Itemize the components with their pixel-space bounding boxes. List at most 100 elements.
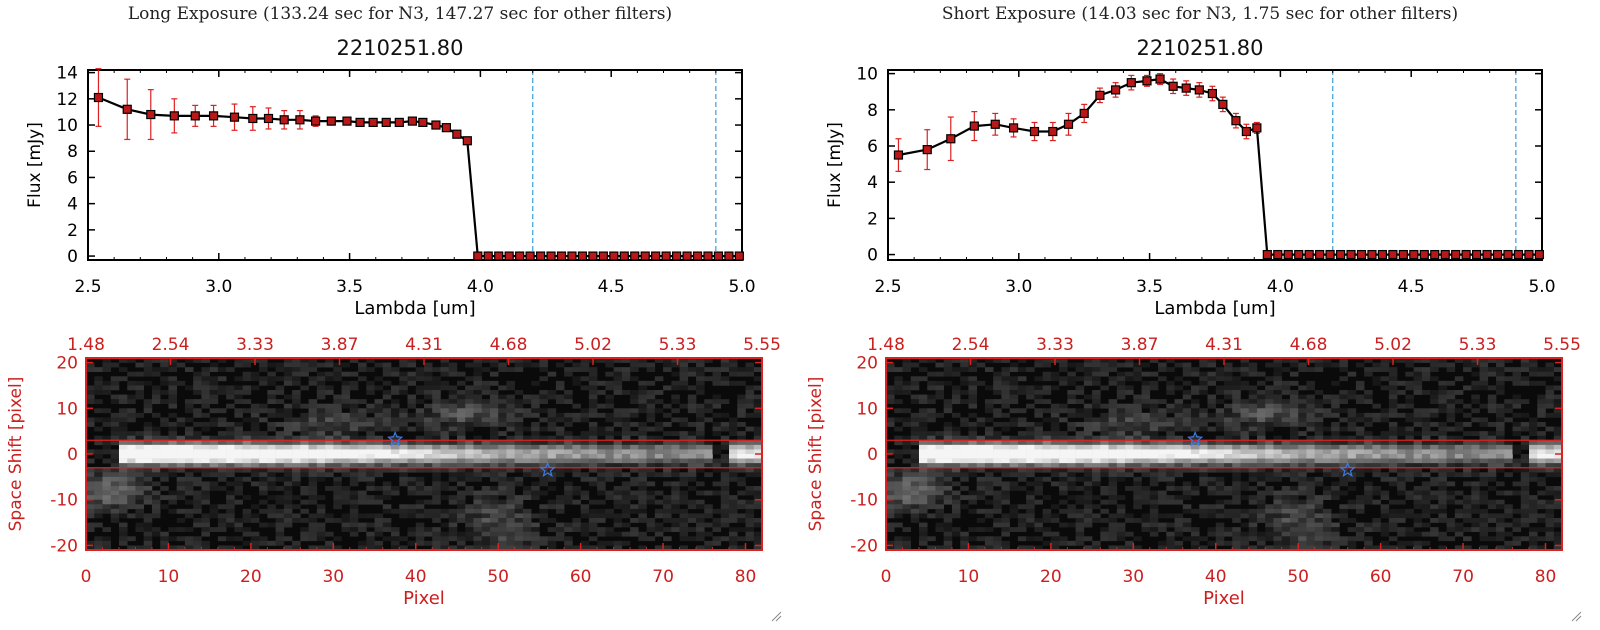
- image-pixel: [1273, 362, 1282, 368]
- image-pixel: [1042, 358, 1052, 363]
- image-pixel: [1182, 467, 1192, 473]
- image-pixel: [1355, 508, 1365, 514]
- image-pixel: [259, 358, 268, 363]
- image-pixel: [902, 408, 912, 414]
- image-pixel: [984, 527, 994, 533]
- image-pixel: [1026, 431, 1035, 437]
- image-pixel: [382, 481, 392, 487]
- image-pixel: [1067, 371, 1076, 377]
- data-point: [342, 116, 352, 126]
- image-pixel: [1372, 440, 1381, 446]
- image-pixel: [1009, 408, 1019, 414]
- image-pixel: [94, 380, 103, 386]
- image-pixel: [160, 536, 169, 542]
- image-pixel: [127, 454, 136, 459]
- image-pixel: [696, 440, 705, 446]
- image-pixel: [1232, 380, 1241, 386]
- image-pixel: [382, 367, 392, 373]
- resize-grip-icon[interactable]: [770, 610, 782, 622]
- image-pixel: [118, 463, 128, 469]
- image-pixel: [522, 435, 532, 441]
- image-pixel: [1042, 399, 1052, 405]
- image-pixel: [1191, 435, 1200, 441]
- image-pixel: [184, 490, 194, 496]
- image-pixel: [1092, 513, 1101, 519]
- image-pixel: [1273, 422, 1282, 427]
- image-pixel: [712, 522, 722, 528]
- image-pixel: [1397, 486, 1406, 491]
- image-pixel: [753, 463, 763, 469]
- image-pixel: [1240, 399, 1250, 405]
- image-pixel: [993, 385, 1002, 391]
- image-pixel: [1430, 449, 1439, 455]
- image-pixel: [613, 467, 623, 473]
- image-pixel: [308, 444, 318, 450]
- image-pixel: [1289, 467, 1299, 473]
- image-pixel: [374, 467, 384, 473]
- image-pixel: [382, 527, 392, 533]
- image-pixel: [729, 458, 738, 464]
- image-pixel: [292, 403, 301, 409]
- image-pixel: [1364, 458, 1373, 464]
- image-pixel: [1133, 371, 1142, 377]
- image-pixel: [267, 399, 276, 405]
- image-pixel: [696, 431, 705, 437]
- image-pixel: [1355, 504, 1365, 510]
- image-pixel: [259, 499, 268, 505]
- image-pixel: [1108, 513, 1118, 519]
- image-pixel: [1215, 536, 1225, 542]
- image-pixel: [201, 371, 210, 377]
- image-pixel: [687, 499, 697, 505]
- image-pixel: [300, 458, 309, 464]
- image-pixel: [1397, 380, 1406, 386]
- image-pixel: [927, 499, 936, 505]
- image-pixel: [712, 536, 722, 542]
- image-pixel: [1438, 394, 1447, 400]
- image-pixel: [654, 376, 664, 382]
- image-pixel: [605, 458, 614, 464]
- image-pixel: [465, 518, 474, 523]
- image-pixel: [1289, 513, 1299, 519]
- image-pixel: [621, 435, 631, 441]
- image-pixel: [720, 444, 730, 450]
- image-pixel: [1108, 399, 1118, 405]
- data-point: [1492, 249, 1503, 260]
- image-pixel: [1281, 495, 1291, 501]
- image-pixel: [1182, 518, 1192, 523]
- image-pixel: [1026, 522, 1035, 528]
- image-pixel: [1141, 394, 1151, 400]
- image-pixel: [316, 522, 326, 528]
- image-pixel: [1141, 440, 1151, 446]
- image-pixel: [572, 380, 581, 386]
- image-pixel: [927, 394, 936, 400]
- image-pixel: [341, 412, 351, 418]
- image-pixel: [935, 463, 944, 469]
- image-pixel: [753, 394, 763, 400]
- image-pixel: [605, 540, 614, 546]
- image-pixel: [605, 412, 614, 418]
- image-pixel: [968, 367, 977, 373]
- image-pixel: [456, 513, 466, 519]
- image-pixel: [250, 536, 260, 542]
- image-pixel: [283, 449, 293, 455]
- image-pixel: [1001, 467, 1010, 473]
- image-pixel: [275, 362, 285, 368]
- image-pixel: [86, 490, 95, 496]
- image-pixel: [687, 422, 697, 427]
- image-pixel: [638, 495, 647, 501]
- image-pixel: [506, 504, 515, 510]
- image-pixel: [1059, 499, 1068, 505]
- image-pixel: [292, 417, 301, 423]
- image-pixel: [531, 472, 540, 478]
- image-pixel: [1108, 463, 1118, 469]
- image-pixel: [1116, 394, 1126, 400]
- image-pixel: [1355, 499, 1365, 505]
- image-pixel: [1364, 412, 1373, 418]
- image-pixel: [234, 458, 243, 464]
- image-pixel: [300, 412, 309, 418]
- image-pixel: [102, 486, 112, 491]
- image-pixel: [1256, 518, 1266, 523]
- image-pixel: [506, 449, 515, 455]
- image-pixel: [333, 394, 342, 400]
- image-pixel: [1405, 444, 1414, 450]
